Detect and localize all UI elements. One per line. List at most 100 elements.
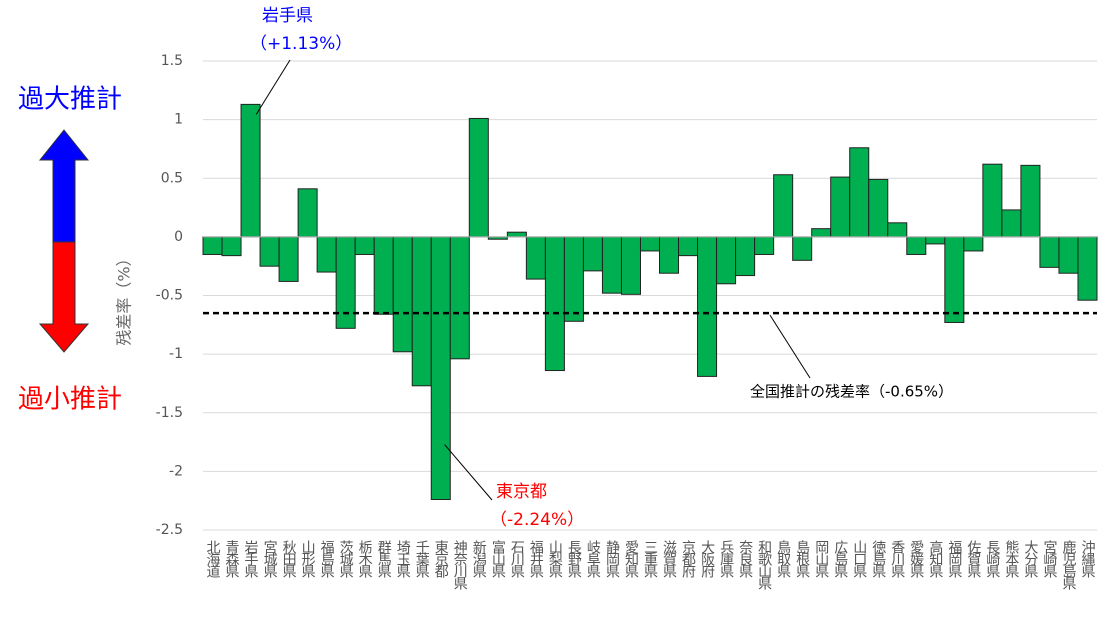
x-tick-label: 奈良県 — [737, 540, 753, 578]
x-tick-label: 青森県 — [224, 540, 240, 578]
bar — [735, 236, 756, 277]
x-tick-label: 新潟県 — [471, 540, 487, 578]
y-axis-label: 残差率（%） — [115, 250, 134, 345]
bar — [678, 236, 699, 257]
bar — [1020, 164, 1041, 238]
x-tick-label: 長野県 — [566, 540, 582, 578]
x-tick-label: 大阪府 — [699, 540, 715, 579]
leader — [255, 59, 291, 115]
bar — [944, 236, 965, 323]
x-tick-label: 高知県 — [927, 539, 943, 578]
x-tick-label: 沖縄県 — [1079, 540, 1095, 578]
bar — [1077, 236, 1098, 301]
bar — [773, 174, 794, 238]
bar — [506, 231, 527, 238]
bar — [1058, 236, 1079, 274]
bar — [563, 236, 584, 322]
bar — [354, 236, 375, 255]
under-arrow — [38, 241, 90, 353]
bar — [830, 176, 851, 238]
bar — [906, 236, 927, 255]
bar — [278, 236, 299, 282]
x-tick-label: 福井県 — [528, 540, 544, 578]
x-tick-label: 岩手県 — [243, 540, 259, 578]
bar — [525, 236, 546, 280]
x-tick-label: 佐賀県 — [965, 540, 981, 578]
x-tick-label: 山口県 — [851, 540, 867, 578]
y-tick-label: -0.5 — [156, 288, 183, 304]
x-tick-label: 鳥取県 — [775, 540, 791, 578]
bar — [754, 236, 775, 255]
bar — [887, 222, 908, 238]
y-tick-label: -1.5 — [156, 405, 183, 421]
x-tick-label: 富山県 — [490, 539, 506, 578]
leader — [444, 444, 493, 501]
x-tick-label: 福岡県 — [946, 540, 962, 578]
bar — [601, 236, 622, 294]
y-tick-label: -2.5 — [156, 522, 183, 538]
bar — [544, 236, 565, 372]
x-tick-label: 鹿児島県 — [1060, 539, 1076, 590]
bar — [335, 236, 356, 329]
bar — [792, 236, 813, 261]
reference-label: 全国推計の残差率（-0.65%） — [750, 383, 953, 401]
x-tick-label: 徳島県 — [870, 540, 886, 578]
bar — [811, 228, 832, 238]
bar — [582, 236, 603, 272]
x-tick-label: 茨城県 — [338, 540, 354, 578]
bar — [392, 236, 413, 353]
bar — [868, 178, 889, 238]
x-tick-label: 石川県 — [509, 540, 525, 578]
bar — [221, 236, 242, 257]
y-tick-label: 0.5 — [161, 170, 183, 186]
x-tick-label: 群馬県 — [376, 540, 392, 578]
y-tick-label: -1 — [169, 346, 183, 362]
bar — [659, 236, 680, 274]
bar — [411, 236, 432, 387]
bar — [982, 163, 1003, 238]
y-tick-label: 0 — [174, 229, 183, 245]
x-tick-label: 大分県 — [1022, 540, 1038, 578]
x-tick-label: 宮崎県 — [1041, 540, 1057, 578]
y-tick-label: 1 — [174, 112, 183, 128]
y-tick-label: -2 — [169, 463, 183, 479]
bar — [449, 236, 470, 360]
bar — [202, 236, 223, 255]
bar — [468, 117, 489, 238]
x-tick-label: 三重県 — [642, 540, 658, 578]
bar — [963, 236, 984, 252]
x-tick-label: 埼玉県 — [395, 540, 411, 578]
x-tick-label: 愛媛県 — [908, 540, 924, 578]
x-tick-label: 栃木県 — [357, 540, 373, 578]
bar — [240, 103, 261, 238]
x-tick-label: 岐阜県 — [585, 540, 601, 578]
bar — [697, 236, 718, 377]
bar — [316, 236, 337, 273]
bar — [925, 236, 946, 245]
x-tick-label: 広島県 — [832, 540, 848, 578]
x-tick-label: 愛知県 — [623, 540, 639, 578]
x-tick-label: 岡山県 — [813, 540, 829, 578]
x-tick-label: 千葉県 — [414, 540, 430, 578]
x-tick-label: 兵庫県 — [718, 540, 734, 578]
x-tick-label: 宮城県 — [262, 540, 278, 578]
leader — [769, 314, 811, 379]
x-tick-label: 滋賀県 — [661, 540, 677, 578]
bar — [373, 236, 394, 315]
bar — [716, 236, 737, 285]
bar — [1001, 209, 1022, 238]
x-tick-label: 東京都 — [433, 540, 449, 578]
x-tick-label: 秋田県 — [281, 540, 297, 578]
x-tick-label: 長崎県 — [984, 540, 1000, 578]
bar — [297, 188, 318, 238]
over-arrow — [38, 129, 90, 243]
bar — [849, 147, 870, 238]
x-tick-label: 神奈川県 — [452, 540, 468, 590]
over-label: 過大推計 — [18, 85, 122, 115]
bar — [1039, 236, 1060, 268]
bar — [620, 236, 641, 295]
x-tick-label: 香川県 — [889, 540, 905, 578]
x-tick-label: 京都府 — [680, 540, 696, 579]
x-tick-label: 山梨県 — [547, 540, 563, 578]
